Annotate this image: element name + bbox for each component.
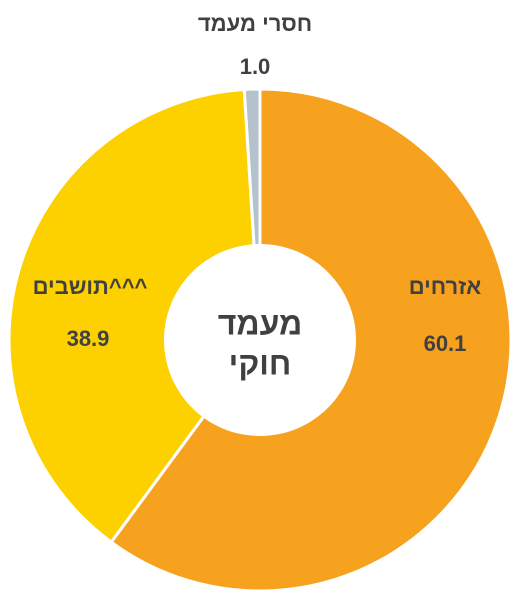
value-label: 60.1 (424, 331, 467, 356)
value-label: 38.9 (67, 326, 110, 351)
center-label: מעמד (218, 305, 303, 341)
slice-label: חסרי מעמד (198, 11, 312, 36)
value-label: 1.0 (240, 54, 271, 79)
center-label: חוקי (229, 345, 292, 381)
donut-hole (164, 244, 356, 436)
slice-label: אזרחים (409, 274, 482, 299)
slice (7, 87, 262, 545)
slice-label: תושבים^^^ (33, 274, 148, 299)
